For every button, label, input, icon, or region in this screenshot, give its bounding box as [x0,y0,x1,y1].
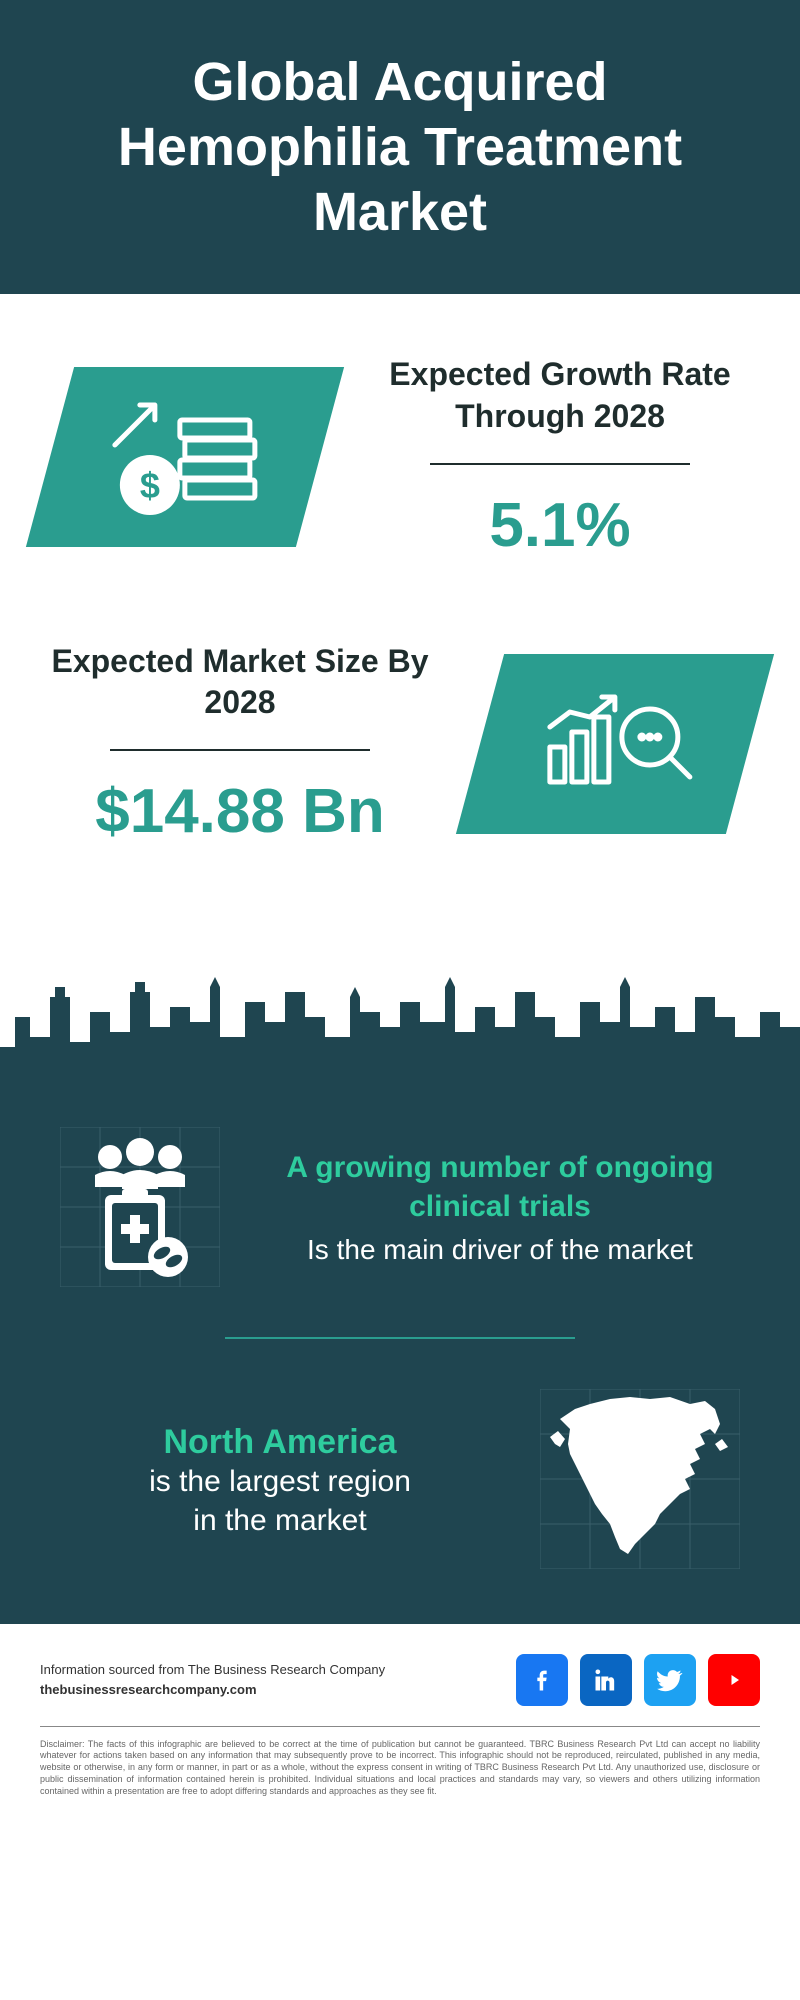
market-size-icon-box [480,654,750,834]
market-size-label: Expected Market Size By 2028 [50,641,430,724]
linkedin-icon[interactable] [580,1654,632,1706]
region-divider [225,1337,575,1339]
region-sub-line1: is the largest region [60,1462,500,1501]
market-size-stat-row: Expected Market Size By 2028 $14.88 Bn [50,641,750,847]
region-text-block: North America is the largest region in t… [60,1423,500,1540]
market-size-stat-text: Expected Market Size By 2028 $14.88 Bn [50,641,430,847]
divider [430,463,690,465]
twitter-icon[interactable] [644,1654,696,1706]
driver-row: A growing number of ongoing clinical tri… [0,1087,800,1287]
page-title: Global Acquired Hemophilia Treatment Mar… [40,50,760,244]
svg-text:$: $ [140,465,160,506]
facebook-icon[interactable] [516,1654,568,1706]
money-growth-icon: $ [100,390,270,520]
driver-subtitle: Is the main driver of the market [260,1234,740,1266]
driver-text-block: A growing number of ongoing clinical tri… [260,1148,740,1266]
chart-analysis-icon [530,676,700,806]
divider [110,749,370,751]
north-america-map-icon [540,1389,740,1574]
footer-top: Information sourced from The Business Re… [40,1654,760,1727]
dark-section: A growing number of ongoing clinical tri… [0,967,800,1624]
region-sub-line2: in the market [60,1501,500,1540]
youtube-icon[interactable] [708,1654,760,1706]
footer-source: Information sourced from The Business Re… [40,1660,385,1699]
market-size-value: $14.88 Bn [50,776,430,847]
stats-section: $ Expected Growth Rate Through 2028 5.1% [0,294,800,966]
growth-icon-box: $ [50,367,320,547]
footer: Information sourced from The Business Re… [0,1624,800,1817]
source-line1: Information sourced from The Business Re… [40,1660,385,1680]
region-row: North America is the largest region in t… [0,1389,800,1574]
growth-value: 5.1% [370,490,750,561]
skyline-graphic [0,967,800,1087]
clinical-trials-icon [60,1127,220,1287]
disclaimer-text: Disclaimer: The facts of this infographi… [40,1739,760,1797]
driver-highlight: A growing number of ongoing clinical tri… [260,1148,740,1226]
growth-stat-text: Expected Growth Rate Through 2028 5.1% [370,354,750,560]
social-icons [516,1654,760,1706]
header-banner: Global Acquired Hemophilia Treatment Mar… [0,0,800,294]
region-highlight: North America [60,1423,500,1462]
growth-label: Expected Growth Rate Through 2028 [370,354,750,437]
source-line2: thebusinessresearchcompany.com [40,1680,385,1700]
growth-stat-row: $ Expected Growth Rate Through 2028 5.1% [50,354,750,560]
